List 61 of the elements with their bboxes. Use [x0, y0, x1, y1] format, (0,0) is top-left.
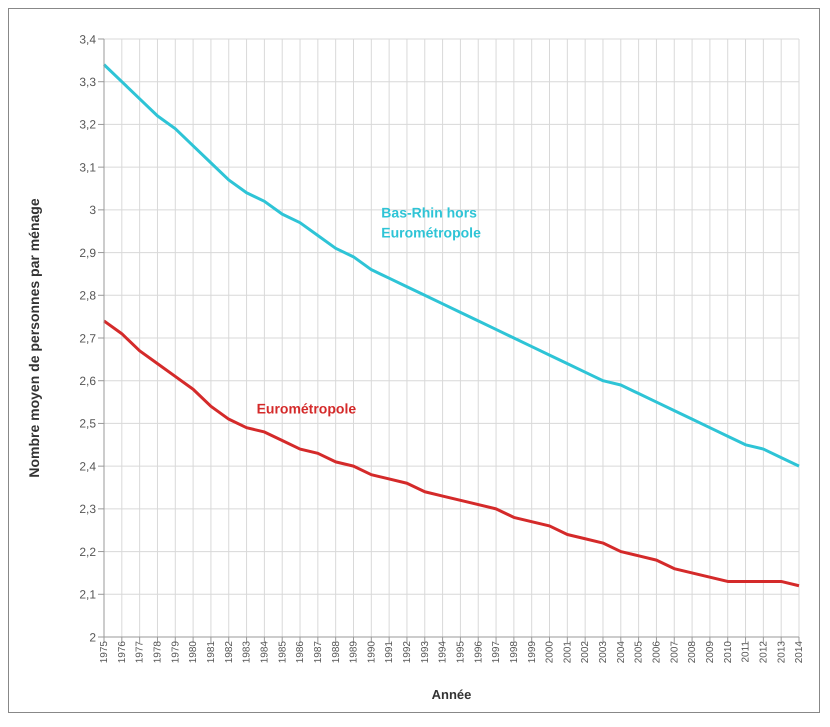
x-tick-label: 1981: [206, 640, 218, 664]
x-tick-label: 1990: [366, 640, 378, 664]
x-tick-label: 1985: [277, 640, 288, 664]
x-tick-label: 2014: [794, 640, 806, 664]
x-tick-label: 1994: [438, 640, 449, 664]
x-tick-label: 1998: [508, 640, 520, 664]
y-tick-label: 2,1: [79, 588, 96, 602]
y-axis-title: Nombre moyen de personnes par ménage: [26, 198, 42, 478]
x-tick-label: 1976: [116, 640, 128, 664]
x-tick-label: 1984: [259, 640, 270, 664]
x-tick-label: 2012: [758, 640, 770, 664]
x-tick-label: 2007: [669, 640, 680, 664]
y-tick-label: 3,2: [79, 118, 96, 132]
line-series: [102, 63, 800, 468]
x-tick-label: 1995: [456, 640, 467, 664]
y-tick-label: 2,8: [79, 288, 96, 303]
x-tick-label: 1987: [312, 640, 324, 664]
x-tick-label: 2000: [544, 640, 556, 664]
x-tick-label: 1986: [295, 640, 306, 664]
x-tick-label: 1980: [188, 640, 200, 664]
x-tick-label: 2013: [776, 640, 788, 664]
x-axis-title: Année: [432, 687, 472, 702]
x-tick-label: 2003: [598, 640, 610, 664]
x-tick-label: 2001: [562, 640, 574, 664]
x-tick-label: 1979: [170, 640, 182, 664]
x-tick-label: 2009: [704, 640, 716, 664]
y-tick-label: 2,6: [79, 374, 96, 388]
x-tick-label: 1977: [134, 640, 146, 664]
x-tick-label: 1991: [384, 640, 396, 664]
y-tick-label: 3,1: [79, 160, 96, 174]
y-tick-label: 2,2: [79, 544, 96, 559]
x-tick-label: 1996: [473, 640, 484, 664]
y-tick-label: 2,7: [79, 331, 96, 346]
x-tick-label: 1978: [152, 640, 164, 664]
x-tick-label: 2010: [722, 640, 734, 664]
y-tick-label: 2: [89, 630, 96, 644]
x-tick-label: 2011: [740, 640, 752, 663]
x-tick-label: 1975: [99, 640, 110, 664]
y-tick-label: 3,4: [79, 32, 96, 46]
line-series: [102, 319, 800, 588]
y-tick-label: 3,3: [79, 74, 96, 89]
x-tick-label: 1989: [348, 640, 360, 664]
y-tick-label: 2,5: [79, 416, 96, 431]
x-tick-label: 1982: [224, 640, 235, 664]
x-tick-label: 1988: [330, 640, 342, 664]
y-tick-label: 3: [89, 203, 96, 218]
x-tick-label: 2004: [616, 640, 627, 664]
y-tick-label: 2,3: [79, 502, 96, 516]
y-tick-label: 2,9: [79, 246, 96, 260]
x-tick-label: 1983: [242, 640, 253, 664]
series-label: Eurométropole: [256, 400, 356, 417]
x-tick-label: 2008: [687, 640, 698, 664]
x-tick-label: 1997: [491, 640, 502, 664]
x-tick-label: 1999: [526, 640, 538, 664]
x-tick-label: 1993: [420, 640, 431, 664]
y-tick-label: 2,4: [79, 459, 96, 474]
x-tick-label: 2006: [652, 640, 663, 664]
x-tick-label: 2005: [634, 640, 645, 664]
x-tick-label: 1992: [402, 640, 414, 664]
x-tick-label: 2002: [580, 640, 592, 664]
text: Bas-Rhin hors Eurométropole: [381, 204, 482, 241]
